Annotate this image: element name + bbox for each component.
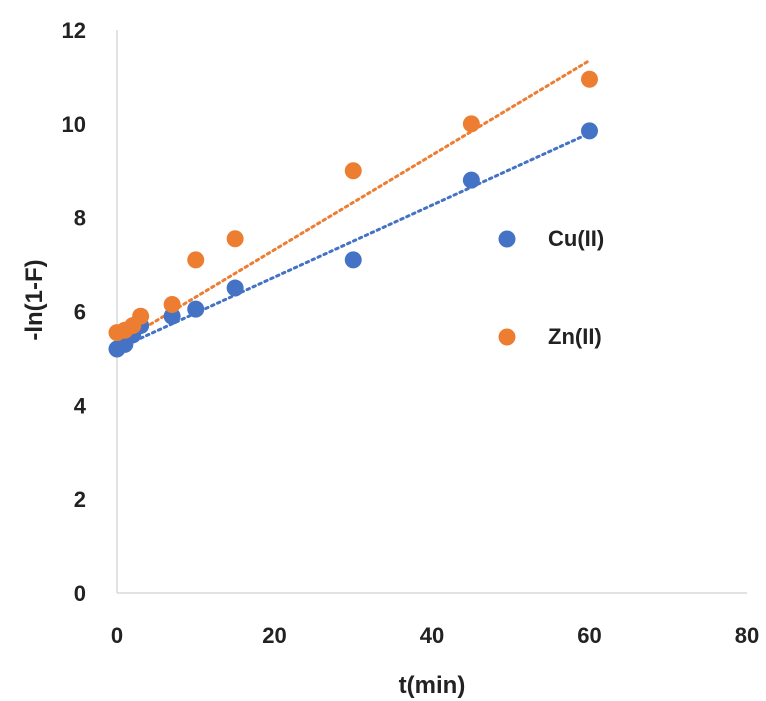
legend-marker <box>498 230 516 248</box>
y-axis-title: -ln(1-F) <box>21 259 48 340</box>
legend-marker <box>498 328 516 346</box>
data-point <box>581 70 598 88</box>
data-points <box>108 70 598 358</box>
y-tick-label: 8 <box>74 206 86 231</box>
x-tick-labels: 0 20 40 60 80 <box>111 623 759 648</box>
data-point <box>132 307 150 325</box>
legend: Cu(II) Zn(II) <box>498 226 604 349</box>
data-point <box>581 122 598 140</box>
y-tick-label: 10 <box>62 112 86 137</box>
x-axis-title: t(min) <box>399 672 466 699</box>
y-tick-label: 12 <box>62 18 86 43</box>
y-tick-label: 4 <box>74 393 87 418</box>
data-point <box>163 295 181 313</box>
x-tick-label: 60 <box>577 623 601 648</box>
y-tick-label: 6 <box>74 300 86 325</box>
data-point <box>344 251 362 269</box>
data-point <box>462 171 480 189</box>
trendline <box>115 58 591 346</box>
data-point <box>163 307 181 325</box>
data-point <box>226 279 244 297</box>
x-tick-label: 20 <box>262 623 286 648</box>
data-point <box>226 230 244 248</box>
y-tick-label: 2 <box>74 487 86 512</box>
y-tick-labels: 0 2 4 6 8 10 12 <box>62 18 87 606</box>
x-tick-label: 80 <box>735 623 759 648</box>
y-tick-label: 0 <box>74 581 86 606</box>
x-tick-label: 40 <box>420 623 444 648</box>
data-point <box>187 251 205 269</box>
data-point <box>344 162 362 180</box>
data-point <box>462 115 480 133</box>
trendlines <box>115 58 591 351</box>
x-tick-label: 0 <box>111 623 123 648</box>
legend-label: Zn(II) <box>548 324 602 349</box>
data-point <box>187 300 205 318</box>
legend-label: Cu(II) <box>548 226 604 251</box>
